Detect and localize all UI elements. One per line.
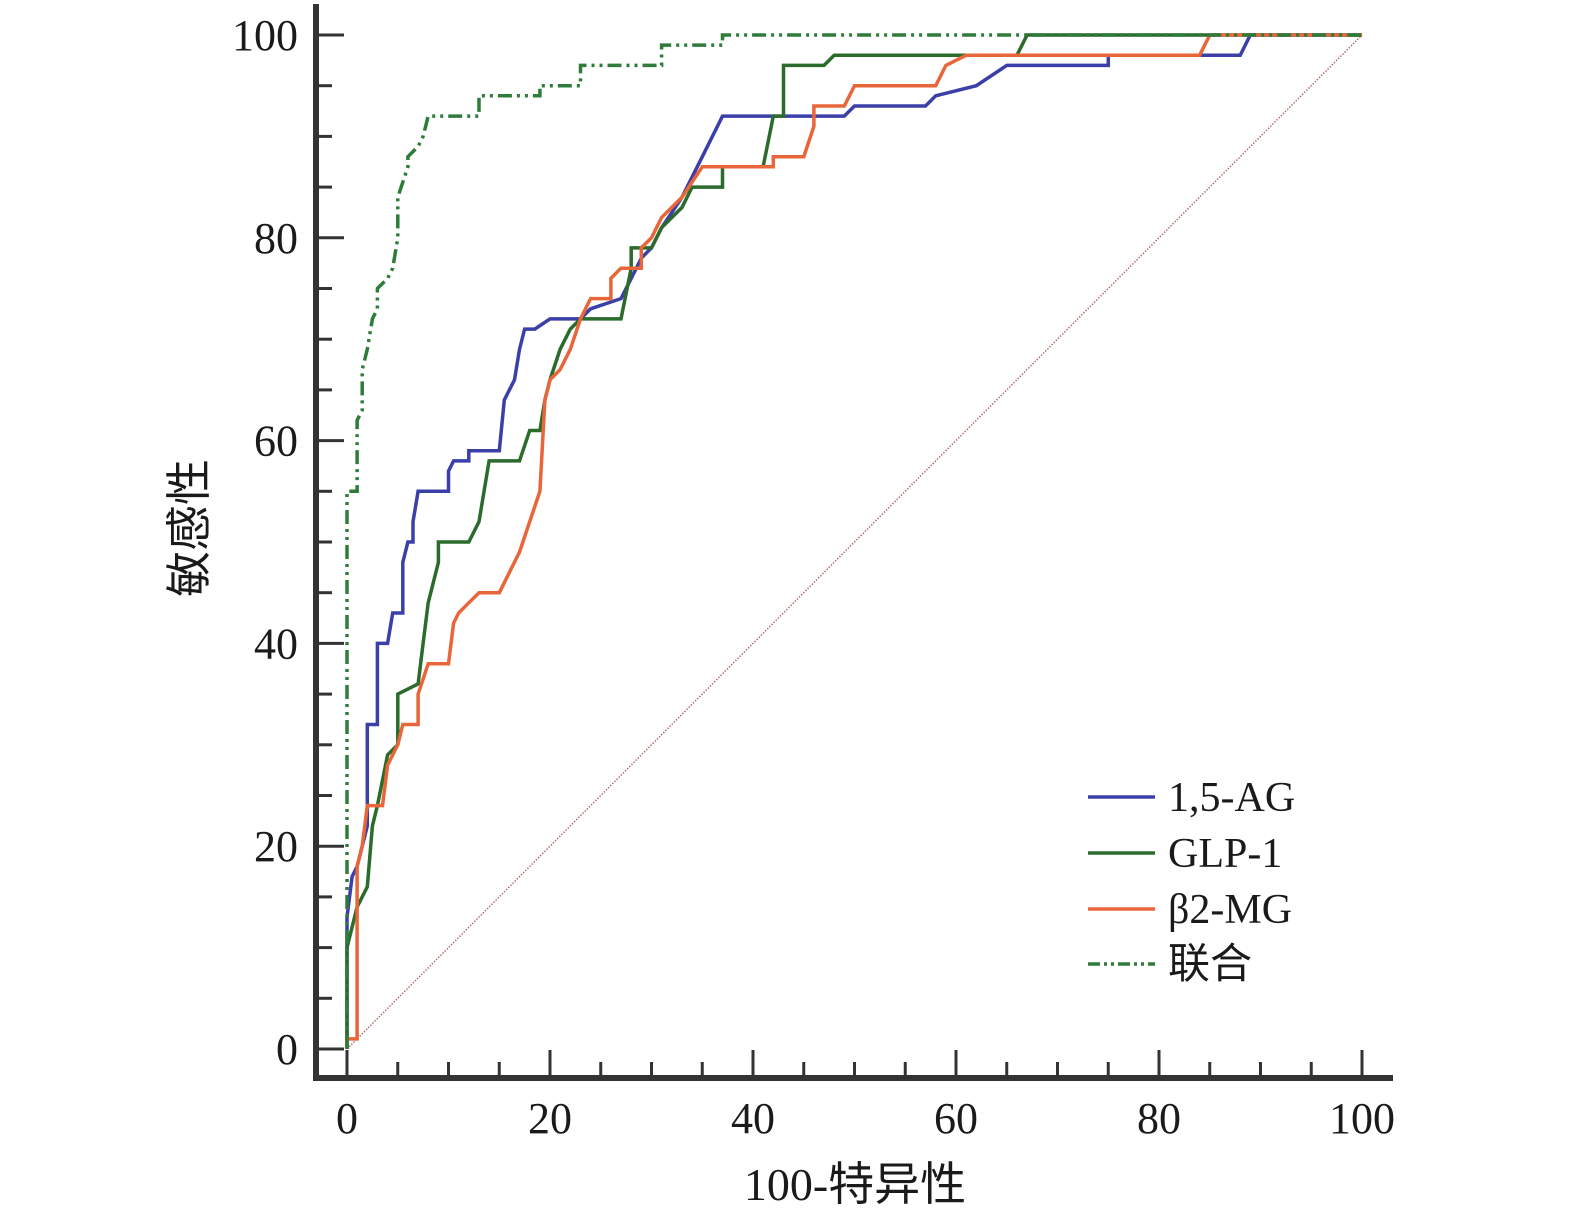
y-tick-label: 40 [254,619,298,668]
series-line [345,33,1362,1049]
y-tick-label: 20 [254,822,298,871]
legend-label: 联合 [1168,942,1252,988]
y-tick-label: 100 [232,11,298,60]
series-line [345,33,1362,1049]
series-line [345,33,1362,1049]
y-tick-label: 60 [254,417,298,466]
x-tick-label: 0 [336,1094,358,1143]
series-line [345,33,1362,1049]
legend-label: 1,5-AG [1168,775,1295,821]
x-tick-label: 60 [934,1094,978,1143]
x-axis-title: 100-特异性 [744,1159,966,1210]
y-tick-label: 80 [254,214,298,263]
legend-label: GLP-1 [1168,831,1282,877]
x-tick-label: 100 [1329,1094,1395,1143]
x-tick-label: 40 [731,1094,775,1143]
legend-label: β2-MG [1168,887,1292,933]
y-tick-label: 0 [276,1025,298,1074]
y-axis-title: 敏感性 [164,459,215,597]
reference-diagonal-line [346,34,1363,1050]
x-tick-label: 20 [528,1094,572,1143]
x-tick-label: 80 [1137,1094,1181,1143]
